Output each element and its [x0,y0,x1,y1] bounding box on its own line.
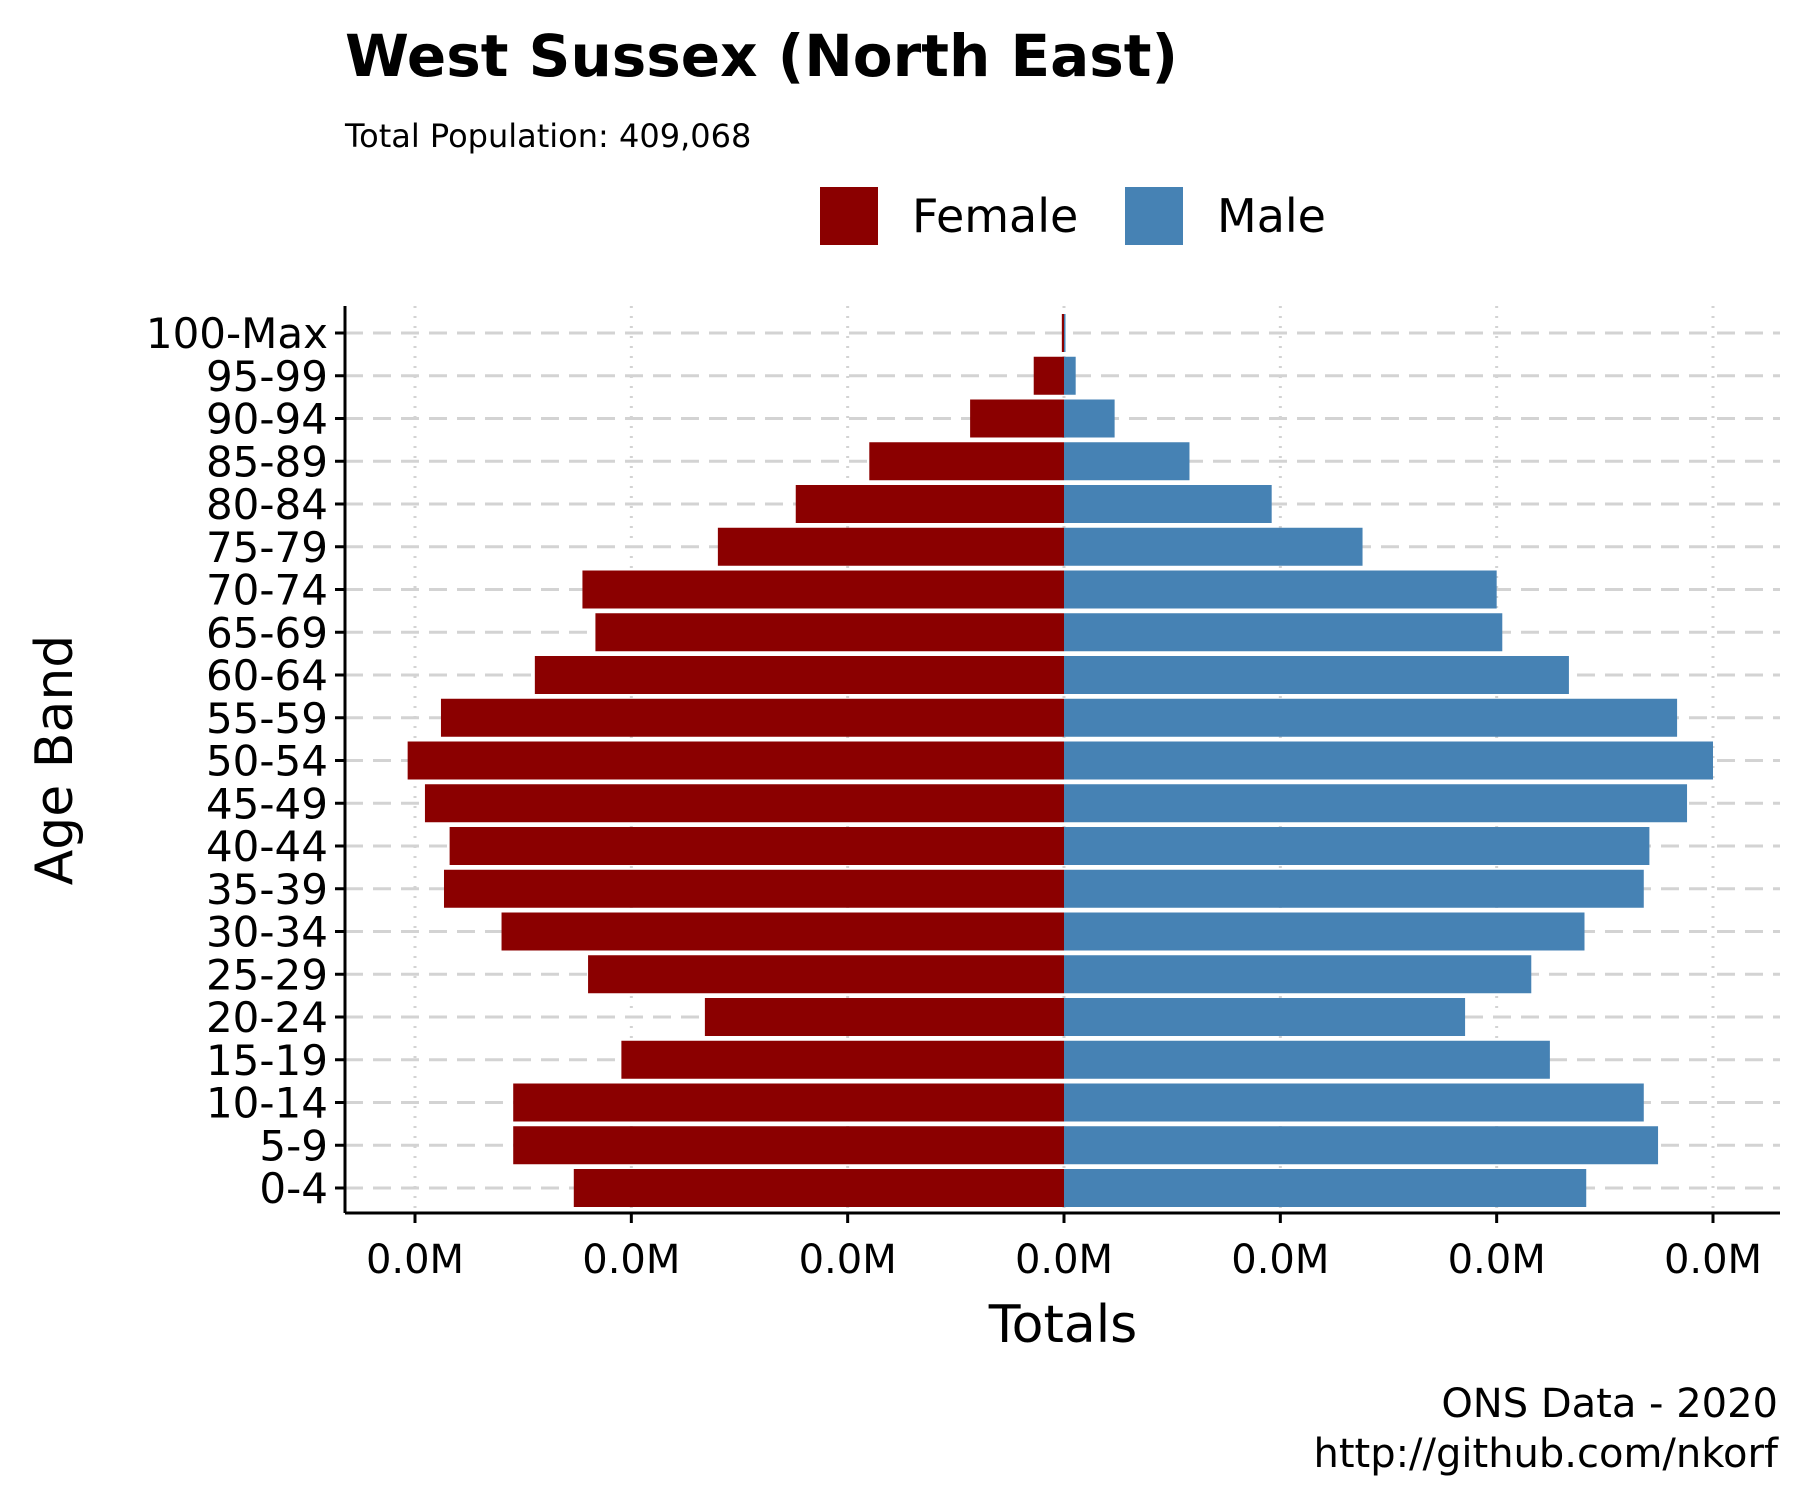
y-tick-label-40-44: 40-44 [206,822,328,871]
y-tick-label-25-29: 25-29 [206,950,328,999]
bar-female-80-84 [795,485,1064,523]
axes [335,306,1780,1223]
bar-male-15-19 [1064,1040,1550,1079]
bar-male-30-34 [1064,912,1585,951]
bar-female-5-9 [513,1126,1064,1165]
legend: Female Male [820,187,1326,245]
bar-female-10-14 [513,1083,1064,1122]
caption-source: ONS Data - 2020 [1441,1381,1778,1427]
y-tick-label-5-9: 5-9 [259,1121,328,1170]
bar-female-30-34 [501,912,1064,951]
tick-labels: 0-45-910-1415-1920-2425-2930-3435-3940-4… [146,309,1762,1283]
bar-male-40-44 [1064,827,1650,865]
y-tick-label-70-74: 70-74 [206,566,328,615]
bar-male-55-59 [1064,698,1678,737]
bar-male-70-74 [1064,570,1497,609]
y-tick-label-65-69: 65-69 [206,608,328,657]
y-tick-label-10-14: 10-14 [206,1079,328,1128]
y-tick-label-55-59: 55-59 [206,694,328,743]
x-tick-label-5: 0.0M [1448,1237,1546,1283]
y-tick-label-45-49: 45-49 [206,779,328,828]
chart-title: West Sussex (North East) [345,22,1178,90]
y-axis-title: Age Band [25,635,85,886]
legend-label-male: Male [1217,189,1326,243]
bar-male-50-54 [1064,741,1713,780]
bar-male-35-39 [1064,869,1644,908]
bar-male-60-64 [1064,656,1569,694]
legend-swatch-female [820,187,878,245]
y-tick-label-75-79: 75-79 [206,523,328,572]
legend-label-female: Female [912,189,1078,243]
y-tick-label-20-24: 20-24 [206,993,328,1042]
y-tick-label-35-39: 35-39 [206,865,328,914]
bar-female-95-99 [1033,356,1064,395]
bar-female-60-64 [534,656,1064,694]
x-tick-label-6: 0.0M [1664,1237,1762,1283]
x-tick-label-0: 0.0M [366,1237,464,1283]
bar-male-95-99 [1064,356,1076,395]
bar-female-15-19 [621,1040,1064,1079]
y-tick-label-90-94: 90-94 [206,395,328,444]
y-tick-label-100-max: 100-Max [146,309,328,358]
bar-male-80-84 [1064,485,1272,523]
bar-male-75-79 [1064,527,1363,566]
bar-male-0-4 [1064,1169,1587,1207]
y-tick-label-80-84: 80-84 [206,480,328,529]
bar-male-45-49 [1064,784,1688,823]
x-tick-label-3: 0.0M [1015,1237,1113,1283]
bar-female-35-39 [443,869,1065,908]
y-tick-label-60-64: 60-64 [206,651,328,700]
x-tick-label-2: 0.0M [799,1237,897,1283]
legend-swatch-male [1125,187,1183,245]
bar-female-90-94 [970,399,1064,438]
bar-male-5-9 [1064,1126,1659,1165]
y-tick-label-30-34: 30-34 [206,908,328,957]
bar-female-75-79 [717,527,1064,566]
bar-male-65-69 [1064,613,1503,652]
bar-male-25-29 [1064,955,1532,994]
y-tick-label-0-4: 0-4 [259,1164,328,1213]
y-tick-label-50-54: 50-54 [206,737,328,786]
y-tick-label-15-19: 15-19 [206,1036,328,1085]
bars [407,314,1713,1207]
bar-female-0-4 [573,1169,1064,1207]
chart-subtitle: Total Population: 409,068 [344,117,751,155]
y-tick-label-85-89: 85-89 [206,437,328,486]
bar-female-70-74 [582,570,1064,609]
y-tick-label-95-99: 95-99 [206,352,328,401]
bar-male-20-24 [1064,998,1466,1036]
x-tick-label-4: 0.0M [1231,1237,1329,1283]
bar-female-45-49 [424,784,1065,823]
bar-female-85-89 [869,442,1064,481]
bar-male-85-89 [1064,442,1190,481]
x-axis-title: Totals [988,1295,1138,1355]
bar-female-100-max [1061,314,1064,352]
bar-female-50-54 [407,741,1064,780]
caption-url: http://github.com/nkorf [1313,1431,1778,1477]
bar-female-65-69 [595,613,1064,652]
x-tick-label-1: 0.0M [582,1237,680,1283]
bar-female-25-29 [588,955,1064,994]
bar-female-55-59 [440,698,1065,737]
bar-female-20-24 [704,998,1064,1036]
bar-male-100-max [1064,314,1066,352]
bar-female-40-44 [449,827,1064,865]
bar-male-90-94 [1064,399,1115,438]
bar-male-10-14 [1064,1083,1644,1122]
